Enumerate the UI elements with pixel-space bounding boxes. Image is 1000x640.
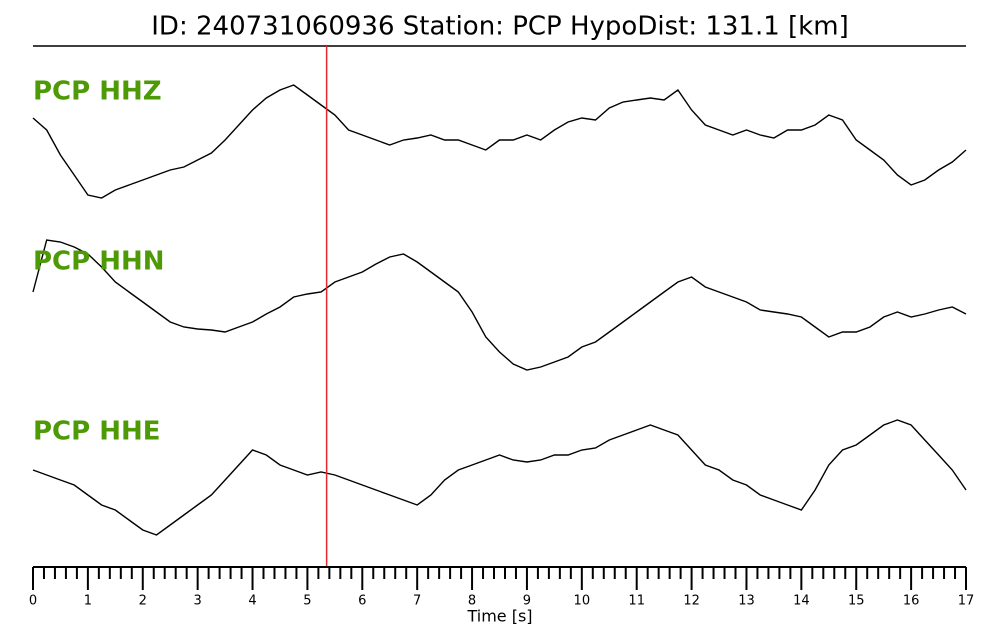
x-tick-label: 4 — [248, 594, 256, 609]
x-axis-label: Time [s] — [466, 607, 532, 626]
x-tick-label: 7 — [413, 594, 421, 609]
x-tick-label: 9 — [523, 594, 531, 609]
x-tick-label: 16 — [903, 594, 920, 609]
trace-label: PCP HHN — [33, 247, 165, 277]
trace — [32, 419, 967, 536]
trace-label: PCP HHE — [33, 417, 161, 447]
x-tick-label: 15 — [848, 594, 865, 609]
x-tick-label: 8 — [468, 594, 476, 609]
x-tick-label: 6 — [358, 594, 366, 609]
x-tick-label: 3 — [194, 594, 202, 609]
trace-label: PCP HHZ — [33, 77, 162, 107]
x-tick-label: 1 — [84, 594, 92, 609]
x-tick-label: 11 — [628, 594, 645, 609]
x-tick-label: 13 — [738, 594, 755, 609]
x-tick-label: 17 — [958, 594, 975, 609]
trace — [32, 239, 967, 371]
x-tick-label: 10 — [574, 594, 591, 609]
x-tick-label: 2 — [139, 594, 147, 609]
x-tick-label: 5 — [303, 594, 311, 609]
x-tick-label: 12 — [683, 594, 700, 609]
x-tick-label: 0 — [29, 594, 37, 609]
x-tick-label: 14 — [793, 594, 810, 609]
chart-title: ID: 240731060936 Station: PCP HypoDist: … — [151, 12, 848, 42]
trace — [32, 84, 967, 199]
